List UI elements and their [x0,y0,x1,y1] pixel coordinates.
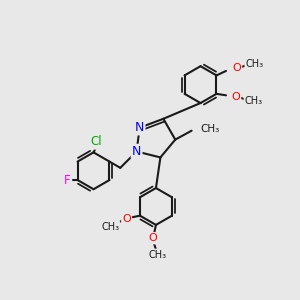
Text: F: F [64,173,70,187]
Text: CH₃: CH₃ [200,124,219,134]
Text: CH₃: CH₃ [244,96,263,106]
Text: CH₃: CH₃ [101,222,119,232]
Text: CH₃: CH₃ [245,59,264,69]
Text: O: O [148,233,157,243]
Text: O: O [231,92,240,102]
Text: O: O [122,214,131,224]
Text: N: N [132,145,141,158]
Text: Cl: Cl [91,136,102,148]
Text: O: O [232,63,241,73]
Text: N: N [135,121,144,134]
Text: CH₃: CH₃ [148,250,166,260]
